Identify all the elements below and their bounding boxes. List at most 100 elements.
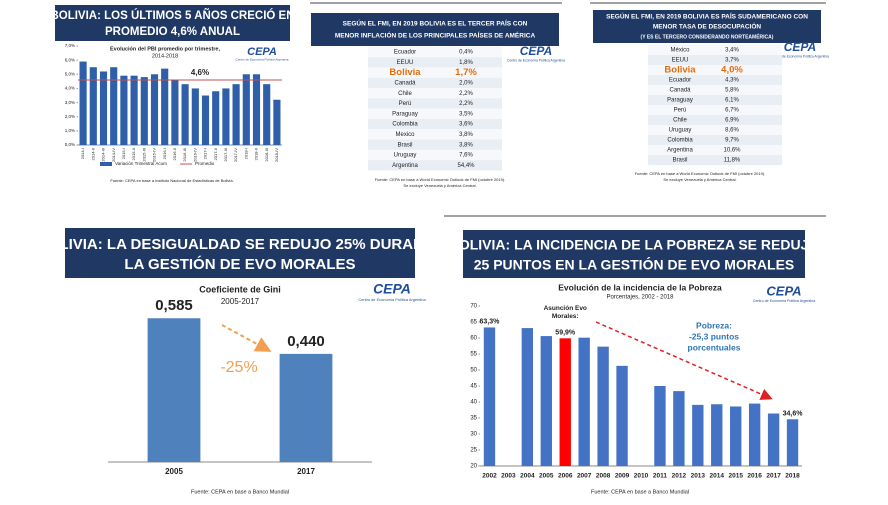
bar: [521, 328, 534, 466]
bar: [140, 77, 148, 145]
x-tick-label: 2005: [539, 473, 554, 480]
banner-text: SEGÚN EL FMI, EN 2019 BOLIVIA ES PAÍS SU…: [606, 12, 808, 21]
x-tick-label: 2016-IV: [192, 148, 197, 162]
logo: CEPA: [784, 40, 816, 54]
y-tick-label: 20: [470, 464, 477, 470]
table-cell: Perú: [674, 108, 687, 114]
y-tick-label: 30: [470, 432, 477, 438]
banner-text: SEGÚN EL FMI, EN 2019 BOLIVIA ES EL TERC…: [343, 19, 528, 28]
legend-swatch: [100, 162, 112, 166]
table-row: [368, 149, 502, 161]
table-cell: Canadá: [669, 88, 691, 94]
table-cell: Colombia: [392, 122, 418, 128]
table-cell: Paraguay: [667, 98, 693, 104]
bar: [540, 336, 552, 466]
table-cell: Perú: [399, 101, 412, 107]
value-label: 59,9%: [555, 330, 576, 337]
table-cell: 9,7%: [725, 138, 739, 144]
x-tick-label: 2003: [501, 473, 516, 480]
source: Se excluye Venezuela y América Central.: [663, 177, 736, 182]
x-tick-label: 2002: [482, 473, 497, 480]
table-cell: 4,3%: [725, 78, 739, 84]
table-cell: Chile: [673, 118, 687, 124]
logo-sub: Centro de Economía Política Argentina: [507, 58, 565, 62]
table-cell: Brasil: [672, 158, 687, 164]
table-cell: 2,2%: [459, 101, 473, 107]
logo: CEPA: [247, 46, 277, 58]
x-tick-label: 2018: [785, 473, 800, 480]
y-tick-label: 35: [470, 416, 477, 422]
trend-annotation: Pobreza:: [696, 320, 732, 330]
logo-sub: Centro de Economía Política Argentina: [358, 297, 426, 302]
bar: [673, 391, 685, 466]
bar: [767, 413, 780, 466]
table-cell: 2,0%: [459, 80, 473, 86]
x-tick-label: 2014: [710, 473, 725, 480]
x-tick-label: 2012: [672, 473, 687, 480]
bar: [222, 88, 230, 145]
table-cell: 54,4%: [457, 163, 475, 169]
y-tick-label: 7,0%: [65, 43, 75, 48]
table-cell: 6,7%: [725, 108, 739, 114]
table-cell: Chile: [398, 91, 412, 97]
table-row: [368, 88, 502, 99]
trend-annotation: porcentuales: [688, 342, 741, 352]
source: Se excluye Venezuela y América Central.: [403, 183, 476, 188]
table-row: [368, 77, 502, 89]
table-cell: Ecuador: [394, 50, 416, 56]
table-cell: 8,6%: [725, 128, 739, 134]
chart-subtitle: 2014-2018: [152, 53, 178, 59]
table-row: [648, 115, 782, 125]
table-row: [648, 105, 782, 115]
table-cell: 3,8%: [459, 142, 473, 148]
table-row: [648, 145, 782, 155]
x-tick-label: 2015-III: [141, 148, 146, 162]
x-tick-label: 2014-I: [80, 148, 85, 159]
logo-sub: Centro de Economía Política Argentina: [771, 54, 829, 58]
table-row: [368, 57, 502, 68]
logo-sub: Centro de Economía Política Argentina: [235, 58, 288, 62]
table-cell: Uruguay: [669, 128, 692, 134]
bar: [242, 74, 250, 145]
table-row: [648, 135, 782, 145]
x-tick-label: 2014-III: [101, 148, 106, 162]
y-tick-label: 55: [470, 352, 477, 358]
banner-text: (Y ES EL TERCERO CONSIDERANDO NORTEAMÉRI…: [641, 32, 774, 40]
y-tick-label: 50: [470, 368, 477, 374]
value-label: 63,3%: [480, 319, 501, 326]
chart-title: Evolución del PBI promedio por trimestre…: [110, 46, 220, 52]
x-tick-label: 2014-II: [90, 148, 95, 160]
chart-title: Coeficiente de Gini: [199, 284, 281, 294]
event-annotation: Asunción Evo: [544, 305, 587, 312]
table-cell: 6,9%: [725, 118, 739, 124]
y-tick-label: 25: [470, 448, 477, 454]
y-tick-label: 6,0%: [65, 57, 75, 62]
y-tick-label: 45: [470, 384, 477, 390]
bar: [559, 338, 571, 466]
y-tick-label: 40: [470, 400, 477, 406]
table-cell: México: [670, 48, 690, 54]
bar: [232, 84, 240, 145]
table-cell: 1,8%: [459, 60, 473, 66]
x-tick-label: 2011: [653, 473, 667, 480]
table-cell: 7,6%: [459, 153, 473, 159]
trend-annotation: -25,3 puntos: [689, 331, 739, 341]
y-tick-label: 2,0%: [65, 114, 75, 119]
chart-title: Evolución de la incidencia de la Pobreza: [558, 282, 722, 292]
table-row: [368, 67, 502, 78]
bar: [279, 353, 333, 462]
x-tick-label: 2013: [691, 473, 706, 480]
decline-arrow: [221, 324, 272, 352]
bar: [79, 61, 87, 145]
bar: [212, 91, 220, 145]
table-row: [648, 85, 782, 95]
x-tick-label: 2004: [520, 473, 535, 480]
value-label: 34,6%: [783, 411, 804, 418]
table-cell: 4,0%: [721, 65, 743, 76]
table-cell: Bolivia: [389, 67, 421, 78]
table-cell: Canadá: [394, 80, 416, 86]
x-tick-label: 2017-I: [203, 148, 208, 159]
logo: CEPA: [766, 283, 801, 298]
banner-text: BOLIVIA: LOS ÚLTIMOS 5 AÑOS CRECIÓ EN: [50, 9, 294, 22]
table-row: [368, 46, 502, 58]
